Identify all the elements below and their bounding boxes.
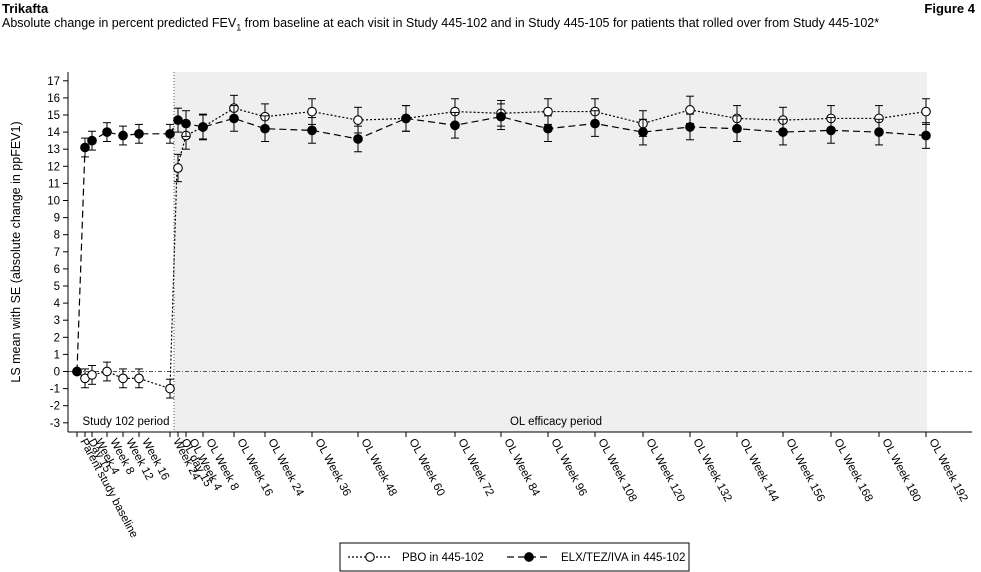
y-tick-label: 7 (54, 247, 60, 259)
x-tick-label: OL Week 156 (783, 437, 826, 504)
data-point (638, 127, 648, 137)
data-point (353, 134, 363, 144)
data-point (450, 120, 460, 131)
series-line (76, 131, 170, 372)
x-tick-label: OL Week 132 (690, 437, 733, 504)
legend: PBO in 445-102 ELX/TEZ/IVA in 445-102 (339, 542, 690, 572)
data-point (87, 370, 97, 380)
y-tick-label: -1 (50, 384, 60, 396)
x-tick-label: OL Week 108 (595, 437, 638, 504)
legend-swatch-marker (365, 552, 375, 562)
y-axis-label: LS mean with SE (absolute change in ppFE… (9, 121, 23, 382)
data-point (118, 373, 128, 384)
x-tick-label: OL Week 36 (312, 437, 352, 499)
series-elx-tez-iva (72, 103, 931, 377)
data-point (102, 127, 112, 137)
y-tick-label: 3 (54, 315, 60, 327)
x-tick-label: OL Week 144 (737, 437, 781, 505)
x-tick-label: OL Week 84 (501, 437, 542, 499)
data-point (260, 123, 270, 134)
y-tick-label: 1 (54, 349, 60, 361)
x-tick-label: OL Week 48 (358, 437, 398, 499)
y-tick-label: 8 (54, 230, 60, 242)
legend-label-pbo: PBO in 445-102 (402, 552, 484, 564)
series-layer (72, 94, 931, 399)
data-point (165, 383, 175, 394)
y-tick-label: 16 (47, 93, 60, 105)
legend-swatch-marker (524, 552, 534, 562)
data-point (134, 128, 144, 139)
y-tick-label: 6 (54, 264, 60, 276)
x-tick-label: OL Week 96 (548, 437, 588, 499)
data-point (496, 111, 506, 122)
data-point (543, 106, 553, 117)
y-tick-label: 9 (54, 213, 60, 225)
data-point (87, 135, 97, 146)
y-tick-label: -2 (50, 401, 60, 413)
data-point (826, 125, 836, 136)
subtitle-main: Absolute change in percent predicted FEV (2, 16, 237, 30)
y-tick-label: 10 (47, 196, 60, 208)
data-point (165, 128, 175, 139)
data-point (543, 123, 553, 134)
figure-subtitle: Absolute change in percent predicted FEV… (2, 16, 879, 33)
data-point (353, 115, 363, 125)
data-point (732, 123, 742, 134)
data-point (118, 130, 128, 141)
data-point (307, 125, 317, 136)
subtitle-rest: from baseline at each visit in Study 445… (241, 16, 880, 30)
data-point (80, 142, 90, 153)
figure-label: Figure 4 (924, 1, 975, 16)
x-tick-label: OL Week 168 (831, 437, 874, 504)
data-point (72, 366, 82, 377)
data-point (307, 106, 317, 117)
data-point (874, 127, 884, 137)
data-point (229, 113, 239, 124)
y-tick-label: 5 (54, 281, 60, 293)
x-tick-label: OL Week 192 (926, 437, 969, 504)
data-point (181, 118, 191, 129)
legend-box (339, 542, 690, 572)
y-tick-label: -3 (50, 418, 60, 430)
y-tick-label: 17 (47, 76, 60, 88)
data-point (921, 106, 931, 117)
study-102-period-label: Study 102 period (83, 416, 170, 428)
data-point (778, 127, 788, 137)
product-title: Trikafta (2, 1, 49, 16)
data-point (685, 105, 695, 115)
series-line (169, 107, 927, 389)
y-tick-label: 13 (47, 144, 60, 156)
x-tick-label: OL Week 60 (406, 437, 446, 499)
y-tick-label: 11 (48, 178, 60, 190)
data-point (401, 113, 411, 124)
data-point (173, 115, 183, 125)
subtitle-subscript: 1 (236, 22, 242, 33)
series-line (169, 116, 927, 140)
data-point (173, 163, 183, 173)
data-point (590, 118, 600, 129)
data-point (102, 366, 112, 377)
y-tick-label: 0 (54, 367, 60, 379)
data-point (685, 122, 695, 132)
y-tick-label: 4 (54, 298, 61, 310)
y-tick-label: 14 (47, 127, 60, 139)
y-tick-label: 12 (47, 161, 60, 173)
x-tick-label: OL Week 72 (455, 437, 495, 499)
data-point (198, 122, 208, 132)
x-tick-label: OL Week 180 (879, 437, 922, 504)
ol-efficacy-period-label: OL efficacy period (510, 416, 602, 428)
legend-label-elx-tez-iva: ELX/TEZ/IVA in 445-102 (561, 552, 685, 564)
data-point (921, 130, 931, 141)
y-tick-label: 2 (54, 332, 60, 344)
data-point (134, 373, 144, 384)
x-tick-label: OL Week 120 (643, 437, 686, 504)
y-tick-label: 15 (47, 110, 60, 122)
